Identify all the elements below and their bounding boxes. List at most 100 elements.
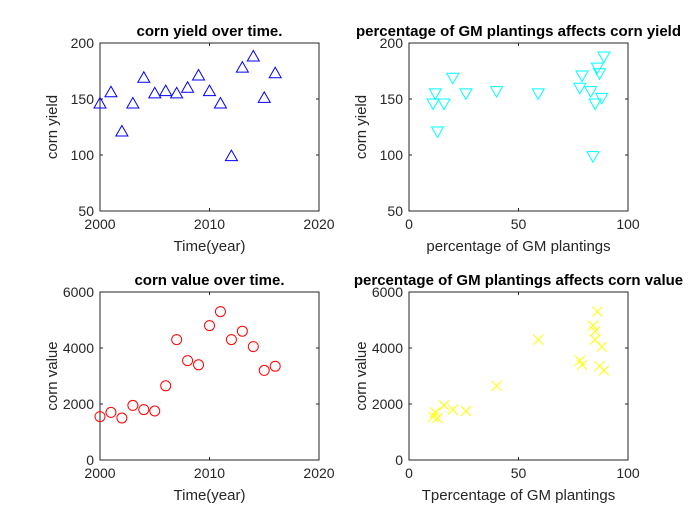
y-axis-label: corn value xyxy=(44,341,61,410)
data-point-marker xyxy=(213,96,228,109)
data-point-marker-stroke xyxy=(598,365,610,376)
y-tick-label: 0 xyxy=(86,452,94,468)
data-point-marker xyxy=(214,306,226,318)
data-point-marker-stroke xyxy=(576,359,588,371)
y-axis-label: corn yield xyxy=(353,95,370,159)
data-point-marker xyxy=(592,68,607,81)
data-point-marker xyxy=(115,124,129,137)
subplot-title: percentage of GM plantings affects corn … xyxy=(356,23,681,40)
data-point-marker xyxy=(531,88,546,101)
x-axis-label: percentage of GM plantings xyxy=(426,238,610,255)
data-point-marker-stroke xyxy=(429,407,441,418)
axes-box xyxy=(408,291,629,461)
x-axis-label: Time(year) xyxy=(174,487,246,504)
x-tick-label: 2000 xyxy=(84,216,115,232)
x-tick-label: 0 xyxy=(405,216,413,232)
data-point-marker xyxy=(269,360,281,372)
x-tick-label: 2010 xyxy=(194,216,225,232)
data-point-marker xyxy=(438,400,450,411)
data-point-marker xyxy=(428,88,443,101)
y-tick-label: 150 xyxy=(71,91,95,107)
data-point-marker xyxy=(158,84,173,97)
data-point-marker xyxy=(247,341,259,353)
data-point-marker xyxy=(193,359,205,371)
data-point-marker xyxy=(598,365,610,376)
x-axis-label: Time(year) xyxy=(174,238,246,255)
data-point-marker xyxy=(588,98,603,111)
y-axis-label: corn yield xyxy=(44,95,61,159)
data-point-marker xyxy=(426,98,440,111)
subplot-title: corn value over time. xyxy=(134,272,284,289)
data-point-marker xyxy=(460,405,472,417)
data-point-marker xyxy=(235,60,250,73)
x-tick-label: 2020 xyxy=(303,216,334,232)
data-point-marker-stroke xyxy=(591,306,603,317)
data-point-marker xyxy=(171,334,183,346)
data-point-marker xyxy=(149,405,161,417)
data-point-marker xyxy=(202,84,217,97)
data-point-marker xyxy=(489,86,504,99)
data-point-marker xyxy=(437,98,451,111)
data-point-marker xyxy=(246,49,261,62)
x-tick-label: 0 xyxy=(405,465,413,481)
data-point-marker xyxy=(105,406,117,418)
x-axis-label: Tpercentage of GM plantings xyxy=(422,487,615,504)
y-tick-label: 50 xyxy=(78,203,94,219)
y-tick-label: 200 xyxy=(380,35,404,51)
data-point-marker xyxy=(116,412,128,424)
data-point-marker-stroke xyxy=(574,355,586,366)
data-point-marker xyxy=(597,51,611,64)
data-point-marker xyxy=(447,404,459,415)
data-point-marker-stroke xyxy=(589,325,601,337)
x-tick-label: 100 xyxy=(616,465,640,481)
y-tick-label: 4000 xyxy=(63,340,94,356)
data-point-marker-stroke xyxy=(460,405,472,417)
data-point-marker xyxy=(169,86,184,99)
x-tick-label: 50 xyxy=(511,465,527,481)
data-point-marker-stroke xyxy=(596,341,608,352)
data-point-marker-stroke xyxy=(432,412,443,424)
data-point-marker xyxy=(180,80,195,93)
data-point-marker xyxy=(532,334,544,345)
data-point-marker xyxy=(138,404,150,416)
data-point-marker xyxy=(583,86,598,99)
y-tick-label: 100 xyxy=(380,147,404,163)
data-point-marker xyxy=(191,68,206,81)
data-point-marker-stroke xyxy=(447,404,459,415)
data-point-marker xyxy=(268,66,283,79)
data-point-marker xyxy=(147,86,162,99)
y-tick-label: 100 xyxy=(71,147,95,163)
y-tick-label: 6000 xyxy=(372,284,403,300)
data-point-marker xyxy=(429,407,441,418)
data-point-marker xyxy=(589,325,601,337)
data-point-marker xyxy=(94,411,106,423)
data-point-marker xyxy=(594,92,609,105)
y-axis-label: corn value xyxy=(353,341,370,410)
data-point-marker xyxy=(586,151,600,164)
data-point-marker xyxy=(104,85,118,98)
y-tick-label: 200 xyxy=(71,35,95,51)
data-point-marker xyxy=(257,90,272,103)
x-tick-label: 100 xyxy=(616,216,640,232)
data-point-marker xyxy=(204,320,215,332)
y-tick-label: 2000 xyxy=(372,396,403,412)
data-point-marker-stroke xyxy=(491,380,502,392)
data-point-marker xyxy=(445,72,460,85)
y-tick-label: 2000 xyxy=(63,396,94,412)
data-point-marker xyxy=(125,96,140,109)
data-point-marker-stroke xyxy=(587,320,599,331)
data-point-marker xyxy=(430,126,445,139)
data-point-marker xyxy=(576,359,588,371)
y-tick-label: 50 xyxy=(387,203,403,219)
y-tick-label: 150 xyxy=(380,91,404,107)
data-point-marker xyxy=(596,341,608,352)
data-point-marker xyxy=(182,355,194,367)
x-tick-label: 2000 xyxy=(84,465,115,481)
data-point-marker xyxy=(572,82,587,95)
data-point-marker xyxy=(432,412,443,424)
x-tick-label: 2020 xyxy=(303,465,334,481)
axes-box xyxy=(99,42,320,212)
data-point-marker xyxy=(93,96,107,109)
